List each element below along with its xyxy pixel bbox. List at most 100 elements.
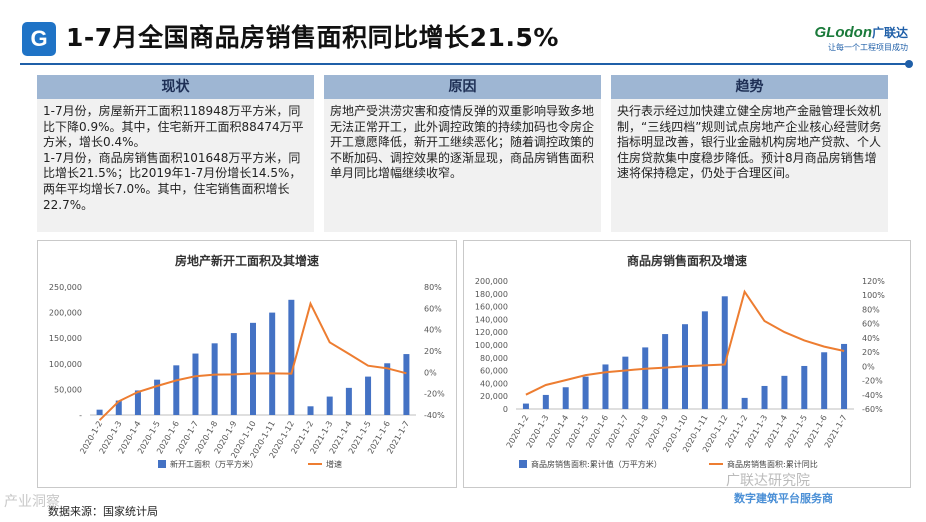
legend-bar-swatch — [519, 460, 527, 468]
panel-status: 现状 1-7月份，房屋新开工面积118948万平方米，同比下降0.9%。其中，住… — [37, 75, 314, 232]
bar — [821, 352, 828, 409]
y-tick-label: 40,000 — [480, 379, 508, 388]
y2-tick-label: -40% — [424, 411, 445, 420]
y-tick-label: 50,000 — [54, 385, 82, 394]
y2-tick-label: 80% — [862, 305, 880, 314]
panel-trend: 趋势 央行表示经过加快建立健全房地产金融管理长效机制，“三线四档”规则试点房地产… — [611, 75, 888, 232]
y2-tick-label: 120% — [862, 277, 885, 286]
bar — [326, 396, 333, 415]
y2-tick-label: 0% — [862, 362, 875, 371]
panel-reason: 原因 房地产受洪涝灾害和疫情反弹的双重影响导致多地无法正常开工，此外调控政策的持… — [324, 75, 601, 232]
legend-bar-label: 新开工面积（万平方米） — [170, 459, 258, 469]
page-title: 1-7月全国商品房销售面积同比增长21.5% — [66, 23, 559, 52]
y-tick-label: 150,000 — [49, 334, 82, 343]
growth-line — [525, 289, 845, 396]
bar — [622, 356, 629, 409]
panel-reason-text: 房地产受洪涝灾害和疫情反弹的双重影响导致多地无法正常开工，此外调控政策的持续加码… — [330, 104, 595, 181]
divider-dot — [905, 60, 913, 68]
bar — [562, 387, 569, 409]
bar — [115, 400, 122, 415]
watermark-left: 产业洞察 — [4, 494, 60, 510]
y2-tick-label: -20% — [862, 377, 883, 386]
chart-sales-area-svg: 商品房销售面积及增速 0 20,000 40,000 60,000 80,000 100,0… — [475, 253, 885, 469]
bar — [154, 379, 161, 415]
bar — [365, 376, 372, 415]
y2-tick-label: 60% — [862, 320, 880, 329]
y-tick-label: 100,000 — [49, 360, 82, 369]
source-note: 数据来源：国家统计局 — [48, 505, 158, 518]
bar — [250, 322, 256, 415]
panel-trend-text: 央行表示经过加快建立健全房地产金融管理长效机制，“三线四档”规则试点房地产企业核… — [617, 104, 882, 181]
panel-status-title: 现状 — [37, 75, 314, 99]
brand-cn: 广联达 — [871, 26, 908, 40]
brand-slogan: 让每一个工程项目成功 — [828, 43, 908, 52]
y2-tick-label: -60% — [862, 405, 883, 414]
y2-tick-label: 60% — [424, 304, 442, 313]
bar — [192, 353, 199, 415]
legend-bar-label: 商品房销售面积:累计值（万平方米） — [531, 459, 662, 469]
y2-tick-label: -40% — [862, 391, 883, 400]
y-tick-label: 0 — [503, 405, 508, 414]
bar — [662, 334, 669, 409]
bar — [134, 390, 141, 415]
bar — [522, 403, 529, 409]
y2-tick-label: 40% — [862, 334, 880, 343]
y-tick-label: 180,000 — [475, 290, 508, 299]
y2-tick-label: 20% — [862, 348, 880, 357]
bar — [602, 364, 609, 409]
bar — [173, 365, 180, 415]
y-tick-label: 80,000 — [480, 354, 508, 363]
bar — [721, 296, 728, 409]
y2-tick-label: 20% — [424, 347, 442, 356]
bar — [211, 343, 218, 415]
watermark-sub: 数字建筑平台服务商 — [734, 492, 833, 505]
y2-tick-label: -20% — [424, 390, 445, 399]
bar — [345, 387, 352, 415]
growth-line — [98, 300, 407, 421]
bar — [403, 354, 410, 415]
y-tick-label: - — [79, 411, 82, 420]
chart-new-construction-svg: 房地产新开工面积及其增速 - 50,000 100,000 150,000 200,000… — [49, 253, 445, 469]
panel-status-text: 1-7月份，房屋新开工面积118948万平方米，同比下降0.9%。其中，住宅新开… — [43, 104, 304, 212]
bar — [269, 312, 276, 415]
y-tick-label: 250,000 — [49, 283, 82, 292]
bar — [801, 365, 808, 409]
y-tick-label: 100,000 — [475, 341, 508, 350]
bar — [701, 311, 708, 409]
panel-reason-title: 原因 — [324, 75, 601, 99]
title-divider — [20, 63, 910, 65]
y-tick-label: 140,000 — [475, 315, 508, 324]
y2-tick-label: 80% — [424, 283, 442, 292]
y-tick-label: 200,000 — [49, 309, 82, 318]
bar — [642, 347, 649, 409]
bar — [542, 394, 549, 409]
brand-logo: GLodon广联达 让每一个工程项目成功 — [815, 24, 909, 53]
y2-tick-label: 100% — [862, 291, 885, 300]
legend-line-label: 商品房销售面积:累计同比 — [727, 459, 818, 469]
bar — [781, 375, 788, 409]
y2-tick-label: 0% — [424, 368, 437, 377]
chart-new-construction: 房地产新开工面积及其增速 - 50,000 100,000 150,000 200,000… — [37, 240, 457, 488]
y-tick-label: 120,000 — [475, 328, 508, 337]
y2-tick-label: 40% — [424, 326, 442, 335]
logo-icon: G — [22, 22, 56, 56]
legend-bar-swatch — [158, 460, 166, 468]
y-tick-label: 160,000 — [475, 303, 508, 312]
bar — [96, 409, 103, 415]
y-tick-label: 20,000 — [480, 392, 508, 401]
bar — [761, 385, 768, 409]
chart-title: 房地产新开工面积及其增速 — [175, 253, 319, 268]
bar — [841, 343, 848, 409]
y-tick-label: 200,000 — [475, 277, 508, 286]
y-tick-label: 60,000 — [480, 367, 508, 376]
bar — [741, 397, 748, 409]
watermark-right: 广联达研究院 — [726, 473, 810, 489]
brand-name: GLodon — [814, 24, 872, 41]
chart-sales-area: 商品房销售面积及增速 0 20,000 40,000 60,000 80,000 100,0… — [463, 240, 911, 488]
bar — [384, 363, 391, 415]
bar — [288, 299, 295, 415]
panel-trend-title: 趋势 — [611, 75, 888, 99]
bar — [582, 376, 589, 409]
chart-title: 商品房销售面积及增速 — [627, 253, 747, 268]
bar — [307, 406, 314, 415]
